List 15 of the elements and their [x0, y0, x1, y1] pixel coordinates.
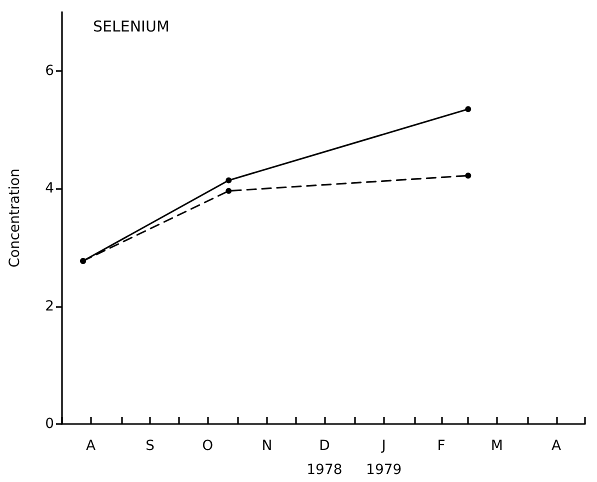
- x-tick-label: A: [551, 438, 562, 454]
- y-tick-label: 4: [45, 180, 54, 197]
- x-tick-label: M: [490, 438, 503, 454]
- y-tick-label: 6: [45, 62, 54, 79]
- x-tick-label: S: [146, 438, 155, 454]
- y-axis-title: Concentration: [7, 168, 23, 268]
- x-tick-label: A: [86, 438, 96, 454]
- y-tick-label: 2: [45, 298, 54, 314]
- x-tick-label: O: [202, 438, 214, 454]
- x-tick-label: F: [437, 438, 446, 454]
- y-tick-label: 0: [45, 416, 54, 432]
- x-tick-label: N: [262, 438, 272, 454]
- chart-title: SELENIUM: [93, 18, 170, 36]
- x-tick-label: D 1978: [306, 438, 342, 478]
- x-tick-label: J 1979: [366, 438, 402, 478]
